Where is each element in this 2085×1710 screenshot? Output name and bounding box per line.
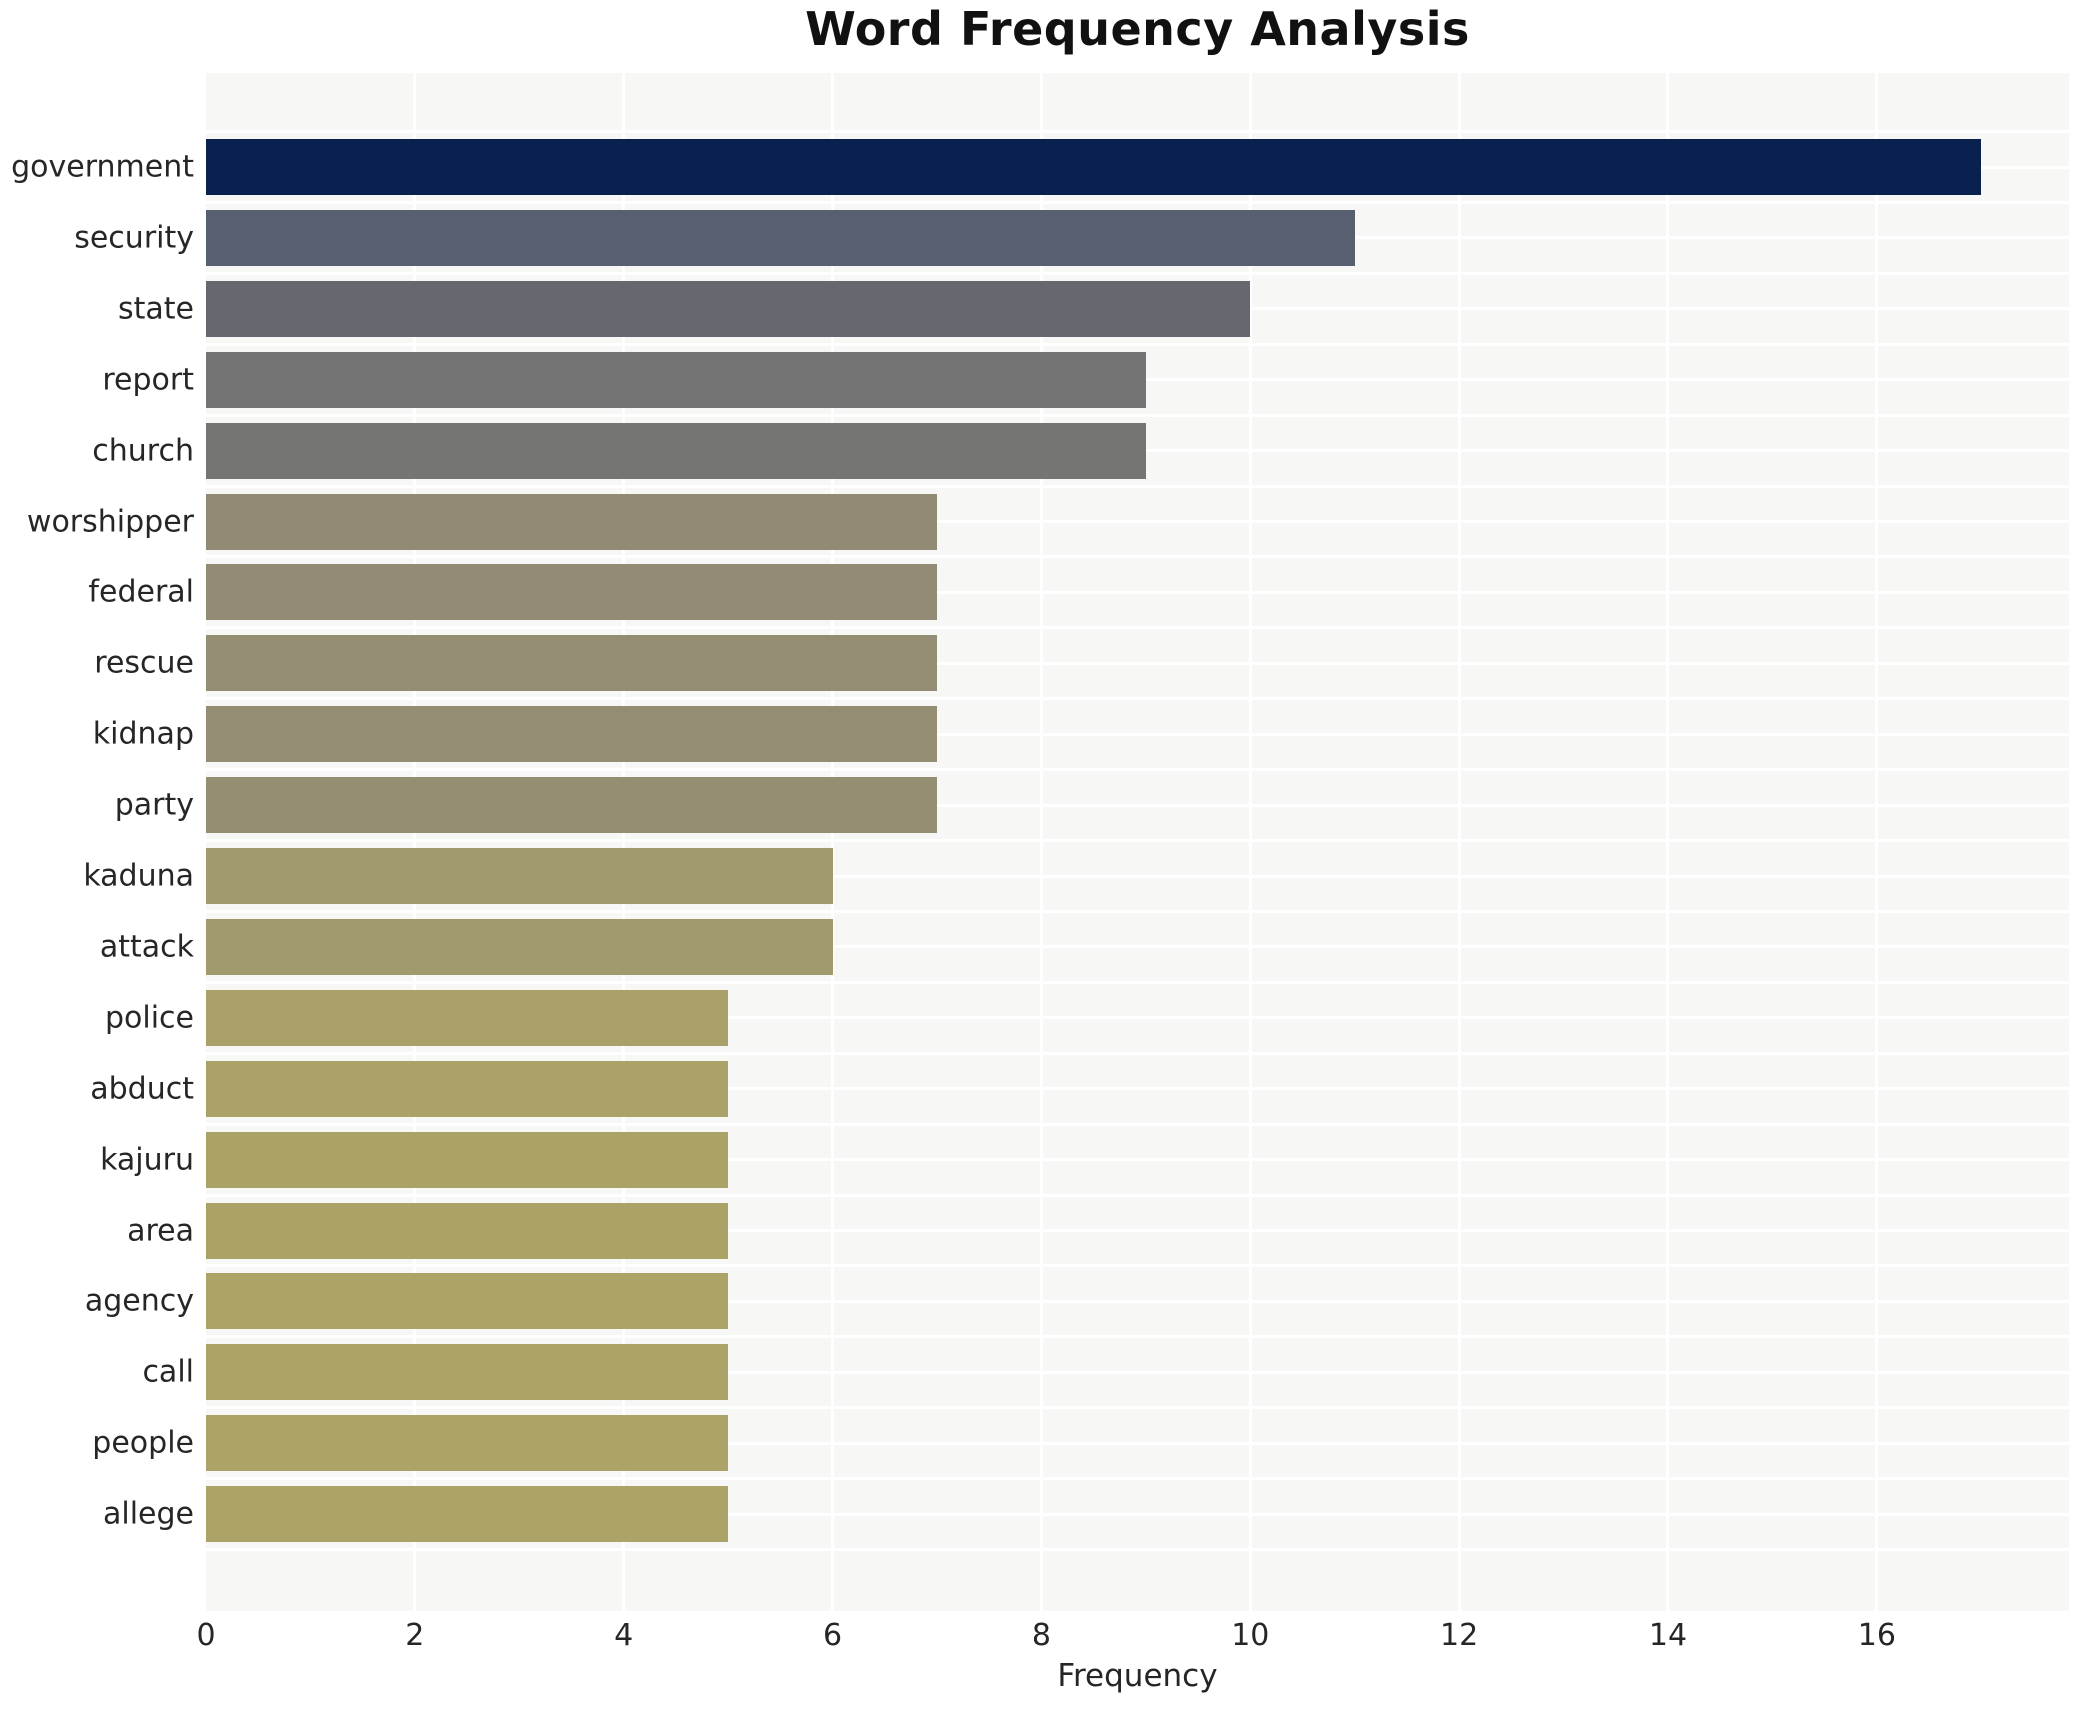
bar-government (206, 139, 1982, 195)
y-tick-label-area: area (127, 1213, 194, 1248)
x-gridline-2 (413, 73, 417, 1611)
y-gridline (206, 626, 2069, 630)
x-gridline-14 (1666, 73, 1670, 1611)
bar-attack (206, 918, 833, 975)
y-gridline (206, 1406, 2069, 1410)
y-gridline (206, 980, 2069, 984)
y-gridline (206, 768, 2069, 772)
y-gridline (206, 1264, 2069, 1268)
y-gridline (206, 1441, 2069, 1445)
y-gridline (206, 1087, 2069, 1091)
chart-title: Word Frequency Analysis (805, 2, 1470, 56)
y-gridline (206, 1548, 2069, 1552)
bar-state (206, 280, 1251, 337)
bar-federal (206, 564, 937, 621)
bar-party (206, 777, 937, 834)
x-tick-label-0: 0 (196, 1618, 216, 1653)
bar-rescue (206, 635, 937, 692)
y-tick-label-people: people (92, 1425, 194, 1461)
x-tick-label-4: 4 (614, 1618, 634, 1653)
y-gridline (206, 590, 2069, 594)
y-gridline (206, 1122, 2069, 1126)
x-gridline-6 (831, 73, 835, 1611)
y-tick-label-police: police (104, 1000, 194, 1036)
x-tick-label-12: 12 (1440, 1618, 1479, 1653)
bar-report (206, 351, 1146, 408)
bar-police (206, 989, 729, 1046)
y-gridline (206, 1229, 2069, 1232)
y-tick-label-agency: agency (84, 1283, 194, 1319)
y-tick-label-attack: attack (99, 929, 194, 965)
y-gridline (206, 1370, 2069, 1374)
bar-worshipper (206, 493, 937, 550)
y-gridline (206, 1051, 2069, 1055)
bar-call (206, 1344, 729, 1401)
x-tick-label-8: 8 (1031, 1618, 1051, 1653)
y-tick-label-worshipper: worshipper (26, 504, 194, 539)
y-tick-label-kidnap: kidnap (92, 716, 194, 752)
y-tick-label-federal: federal (88, 574, 194, 610)
x-gridline-12 (1457, 73, 1461, 1611)
bar-allege (206, 1486, 729, 1543)
y-gridline (206, 661, 2069, 665)
y-gridline (206, 697, 2069, 701)
y-gridline (206, 130, 2069, 134)
x-tick-label-14: 14 (1648, 1618, 1688, 1653)
y-gridline (206, 1016, 2069, 1020)
y-gridline (206, 413, 2069, 417)
y-gridline (206, 271, 2069, 275)
x-tick-label-6: 6 (823, 1618, 843, 1653)
x-tick-label-10: 10 (1231, 1618, 1270, 1653)
y-gridline (206, 1299, 2069, 1303)
y-tick-label-kajuru: kajuru (100, 1142, 194, 1178)
bar-people (206, 1415, 729, 1472)
x-gridline-8 (1039, 73, 1043, 1611)
y-gridline (206, 1512, 2069, 1516)
y-tick-label-security: security (74, 220, 194, 256)
y-gridline (206, 342, 2069, 346)
y-gridline (206, 945, 2069, 949)
bar-kidnap (206, 706, 937, 763)
x-tick-label-2: 2 (405, 1618, 425, 1653)
x-gridline-4 (622, 73, 626, 1611)
bar-kajuru (206, 1131, 729, 1188)
bar-agency (206, 1273, 729, 1330)
y-gridline (206, 484, 2069, 488)
x-tick-label-16: 16 (1857, 1618, 1896, 1653)
bar-abduct (206, 1060, 729, 1117)
bar-kaduna (206, 848, 833, 904)
x-gridline-16 (1875, 73, 1879, 1611)
y-gridline (206, 839, 2069, 843)
y-gridline (206, 874, 2069, 878)
y-gridline (206, 1158, 2069, 1162)
bar-church (206, 422, 1146, 479)
y-gridline (206, 1193, 2069, 1197)
y-gridline (206, 1477, 2069, 1481)
plot-area (206, 73, 2069, 1611)
y-tick-label-report: report (102, 362, 194, 398)
bar-security (206, 209, 1355, 266)
y-tick-label-state: state (118, 291, 194, 327)
y-gridline (206, 803, 2069, 807)
y-tick-label-abduct: abduct (90, 1071, 194, 1107)
y-gridline (206, 520, 2069, 523)
bar-area (206, 1202, 729, 1259)
y-tick-label-rescue: rescue (94, 645, 194, 681)
x-axis-label: Frequency (1057, 1658, 1218, 1694)
y-gridline (206, 909, 2069, 913)
y-tick-label-call: call (142, 1354, 194, 1390)
y-tick-label-allege: allege (102, 1496, 194, 1532)
y-gridline (206, 200, 2069, 204)
y-gridline (206, 1335, 2069, 1339)
y-tick-label-kaduna: kaduna (83, 858, 194, 894)
y-gridline (206, 555, 2069, 559)
y-tick-label-party: party (114, 787, 194, 823)
y-tick-label-church: church (92, 433, 194, 469)
y-gridline (206, 732, 2069, 736)
x-gridline-10 (1248, 73, 1252, 1611)
y-tick-label-government: government (11, 149, 194, 185)
